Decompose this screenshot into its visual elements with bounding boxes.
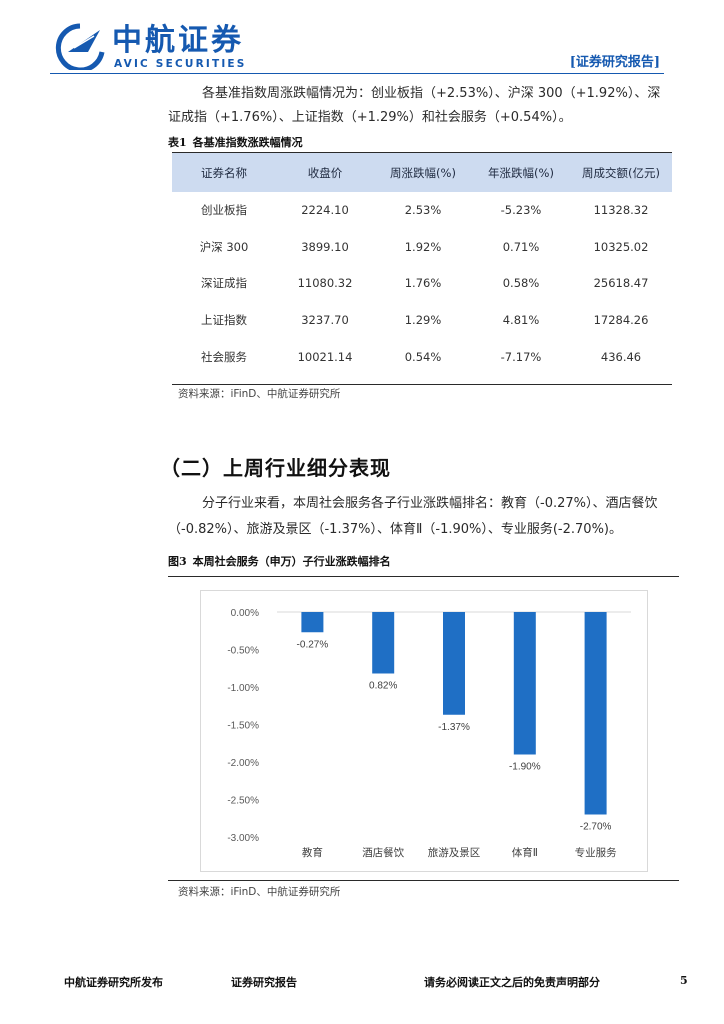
table-cell: 深证成指	[201, 276, 247, 291]
benchmark-index-table: 证券名称 收盘价 周涨跌幅(%) 年涨跌幅(%) 周成交额(亿元) 创业板指 2…	[172, 153, 672, 375]
x-tick-label: 酒店餐饮	[362, 846, 404, 859]
data-label: -1.90%	[509, 762, 541, 773]
table-cell: 0.54%	[404, 349, 442, 364]
table-cell: 0.71%	[502, 239, 540, 254]
bar	[301, 612, 324, 633]
table-cell: 1.92%	[404, 239, 442, 254]
subindustry-bar-chart: 0.00% -0.50% -1.00% -1.50% -2.00% -2.50% -3.00…	[200, 590, 648, 872]
table-row: 深证成指 11080.32 1.76% 0.58% 25618.47	[172, 265, 672, 302]
table-cell: 2224.10	[301, 203, 349, 218]
y-tick-label: -0.50%	[227, 646, 259, 657]
table-cell: 4.81%	[502, 313, 540, 328]
table-cell: 0.58%	[502, 276, 540, 291]
avic-logo-icon	[55, 23, 105, 70]
data-label: -2.70%	[580, 822, 612, 833]
table-cell: 3899.10	[301, 239, 349, 254]
footer-disclaimer: 请务必阅读正文之后的免责声明部分	[424, 976, 600, 989]
table1-source: 资料来源：iFinD、中航证券研究所	[178, 388, 341, 400]
column-header: 收盘价	[276, 153, 374, 192]
figure3-bottom-rule	[168, 880, 679, 881]
page-number: 5	[680, 974, 688, 987]
intro-text: 各基准指数周涨跌幅情况为：创业板指（+2.53%）、沪深 300（+1.92%）…	[168, 86, 661, 125]
y-tick-label: -2.50%	[227, 796, 259, 807]
x-tick-label: 旅游及景区	[428, 846, 481, 859]
figure3-source: 资料来源：iFinD、中航证券研究所	[178, 886, 341, 898]
bar	[443, 612, 465, 715]
data-label: -1.37%	[438, 722, 470, 733]
table-cell: 3237.70	[301, 313, 349, 328]
report-type-tag: [证券研究报告]	[569, 55, 660, 70]
figure3-title: 本周社会服务（申万）子行业涨跌幅排名	[192, 555, 391, 568]
table-cell: -5.23%	[500, 203, 542, 218]
data-label: 0.82%	[369, 681, 397, 692]
column-header: 周涨跌幅(%)	[374, 153, 472, 192]
table-row: 上证指数 3237.70 1.29% 4.81% 17284.26	[172, 302, 672, 339]
bar	[513, 612, 536, 755]
table-row: 社会服务 10021.14 0.54% -7.17% 436.46	[172, 338, 672, 375]
data-label: -0.27%	[297, 639, 329, 650]
logo-chinese-name: 中航证券	[112, 23, 244, 58]
table-cell: 10021.14	[297, 349, 353, 364]
table-cell: 11328.32	[593, 203, 649, 218]
section-title: （二）上周行业细分表现	[160, 456, 391, 480]
figure3-label: 图3	[168, 555, 187, 568]
footer-report-type: 证券研究报告	[231, 976, 297, 989]
x-tick-label: 教育	[302, 846, 323, 859]
y-tick-label: 0.00%	[231, 608, 259, 619]
logo-english-name: AVIC SECURITIES	[114, 58, 247, 70]
table-cell: 1.76%	[404, 276, 442, 291]
table-row: 创业板指 2224.10 2.53% -5.23% 11328.32	[172, 192, 672, 229]
table-header-row: 证券名称 收盘价 周涨跌幅(%) 年涨跌幅(%) 周成交额(亿元)	[172, 153, 672, 192]
table-cell: 11080.32	[297, 276, 353, 291]
section-paragraph: 分子行业来看，本周社会服务各子行业涨跌幅排名：教育（-0.27%）、酒店餐饮（-…	[168, 491, 672, 543]
table1-bottom-rule	[172, 384, 672, 385]
table-cell: 17284.26	[593, 313, 649, 328]
y-tick-label: -1.50%	[227, 721, 259, 732]
y-tick-label: -2.00%	[227, 758, 259, 769]
bar	[584, 612, 607, 815]
table-cell: 上证指数	[201, 313, 247, 328]
column-header: 周成交额(亿元)	[570, 153, 672, 192]
table1-caption: 表1 各基准指数涨跌幅情况	[168, 134, 303, 150]
table-cell: 10325.02	[593, 239, 649, 254]
table-cell: 社会服务	[201, 349, 247, 364]
footer-publisher: 中航证券研究所发布	[64, 976, 163, 989]
table1-title: 各基准指数涨跌幅情况	[192, 136, 303, 149]
section-text: 分子行业来看，本周社会服务各子行业涨跌幅排名：教育（-0.27%）、酒店餐饮（-…	[168, 496, 658, 537]
table-cell: 1.29%	[404, 313, 442, 328]
table-cell: 25618.47	[593, 276, 649, 291]
header-divider	[50, 73, 664, 74]
table-row: 沪深 300 3899.10 1.92% 0.71% 10325.02	[172, 229, 672, 266]
table-cell: 2.53%	[404, 203, 442, 218]
x-tick-label: 专业服务	[575, 846, 617, 859]
bar	[372, 612, 395, 674]
chart-canvas: 0.00% -0.50% -1.00% -1.50% -2.00% -2.50% -3.00…	[227, 608, 631, 859]
table-cell: 沪深 300	[199, 239, 249, 254]
intro-paragraph: 各基准指数周涨跌幅情况为：创业板指（+2.53%）、沪深 300（+1.92%）…	[168, 82, 672, 130]
column-header: 年涨跌幅(%)	[472, 153, 570, 192]
table1-top-rule	[172, 152, 672, 153]
table-cell: 创业板指	[201, 203, 247, 218]
table-cell: -7.17%	[500, 349, 542, 364]
x-tick-label: 体育Ⅱ	[512, 846, 538, 859]
table-cell: 436.46	[600, 349, 642, 364]
y-tick-label: -1.00%	[227, 683, 259, 694]
figure3-top-rule	[168, 576, 679, 577]
table1-label: 表1	[168, 136, 187, 149]
y-tick-label: -3.00%	[227, 833, 259, 844]
figure3-caption: 图3 本周社会服务（申万）子行业涨跌幅排名	[168, 553, 391, 569]
column-header: 证券名称	[172, 153, 276, 192]
